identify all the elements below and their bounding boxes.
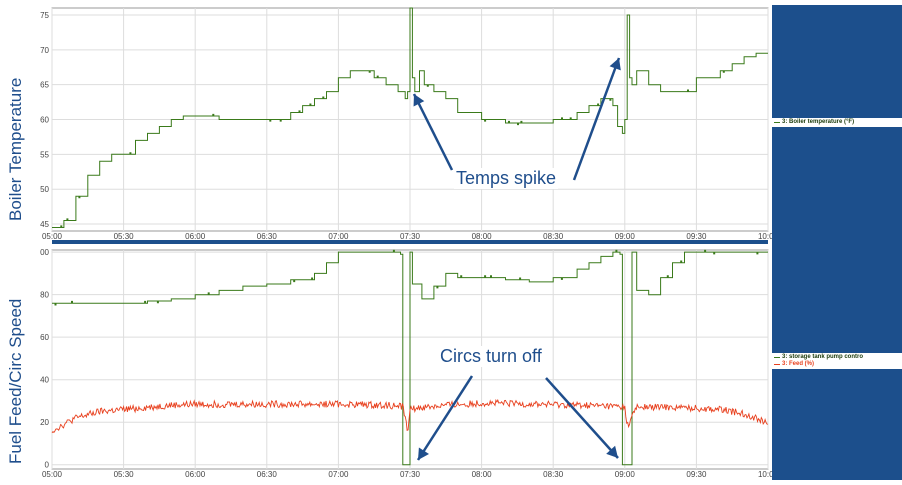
bottom-y-tick-label: 40 [40,376,49,385]
circs-turn-off-annotation: Circs turn off [438,346,544,367]
top-chart-legend: 3: Boiler temperature (°F) [772,118,902,127]
bottom-y-tick-label: 80 [40,291,49,300]
bottom-x-tick-label: 07:30 [400,470,421,479]
bottom-y-tick-label: 00 [40,248,49,257]
bottom-y-tick-label: 60 [40,333,49,342]
top-x-tick-label: 06:00 [185,232,206,241]
top-x-tick-label: 07:30 [400,232,421,241]
circs-off-arrow-left-head [418,447,429,460]
top-x-tick-label: 08:30 [543,232,564,241]
bottom-x-tick-label: 05:00 [42,470,63,479]
bottom-x-tick-label: 09:00 [615,470,636,479]
bottom-x-tick-label: 06:00 [185,470,206,479]
top-x-tick-label: 05:30 [114,232,135,241]
top-y-tick-label: 45 [40,220,49,229]
legend-label: 3: Feed (%) [782,361,815,367]
circs-off-arrow-right-head [606,445,618,458]
bottom-y-tick-label: 0 [45,461,50,470]
top-y-tick-label: 50 [40,185,49,194]
legend-entry: 3: storage tank pump contro [774,354,902,361]
bottom-x-tick-label: 08:00 [472,470,493,479]
legend-entry: 3: Feed (%) [774,361,902,368]
top-y-tick-label: 70 [40,46,49,55]
bottom-x-tick-label: 06:30 [257,470,278,479]
bottom-x-tick-label: 09:30 [686,470,707,479]
top-x-tick-label: 09:30 [686,232,707,241]
top-x-tick-label: 09:00 [615,232,636,241]
bottom-chart-y-axis-label: Fuel Feed/Circ Speed [6,298,25,464]
top-y-tick-label: 65 [40,81,49,90]
top-y-tick-label: 75 [40,11,49,20]
bottom-x-tick-label: 07:00 [328,470,349,479]
bottom-x-tick-label: 05:30 [114,470,135,479]
temps-spike-arrow-right-head [609,58,621,71]
bottom-series-line-2 [51,398,769,434]
top-chart-y-axis-label: Boiler Temperature [6,77,25,221]
temps-spike-arrow-left-head [413,94,425,107]
legend-swatch [774,356,780,359]
top-x-tick-label: 10:00 [758,232,779,241]
top-x-tick-label: 06:30 [257,232,278,241]
legend-swatch [774,121,780,124]
top-series-line-1 [52,7,768,228]
circs-off-arrow-left [416,375,474,461]
bottom-chart-legend: 3: storage tank pump contro 3: Feed (%) [772,353,902,369]
temps-spike-arrow-left [412,93,454,171]
top-x-tick-label: 08:00 [472,232,493,241]
top-x-tick-label: 05:00 [42,232,63,241]
legend-label: 3: storage tank pump contro [782,354,864,360]
legend-side-panel [772,5,902,480]
bottom-x-tick-label: 10:00 [758,470,779,479]
chart-divider [52,240,768,244]
temps-spike-arrow-right [572,57,621,181]
circs-off-arrow-right [545,377,619,459]
legend-entry: 3: Boiler temperature (°F) [774,119,902,126]
bottom-series-line-1 [52,249,768,466]
top-y-tick-label: 60 [40,116,49,125]
bottom-x-tick-label: 08:30 [543,470,564,479]
top-x-tick-label: 07:00 [328,232,349,241]
top-y-tick-label: 55 [40,150,49,159]
legend-swatch [774,363,780,366]
legend-label: 3: Boiler temperature (°F) [782,119,855,125]
bottom-y-tick-label: 20 [40,418,49,427]
temps-spike-annotation: Temps spike [454,168,559,189]
